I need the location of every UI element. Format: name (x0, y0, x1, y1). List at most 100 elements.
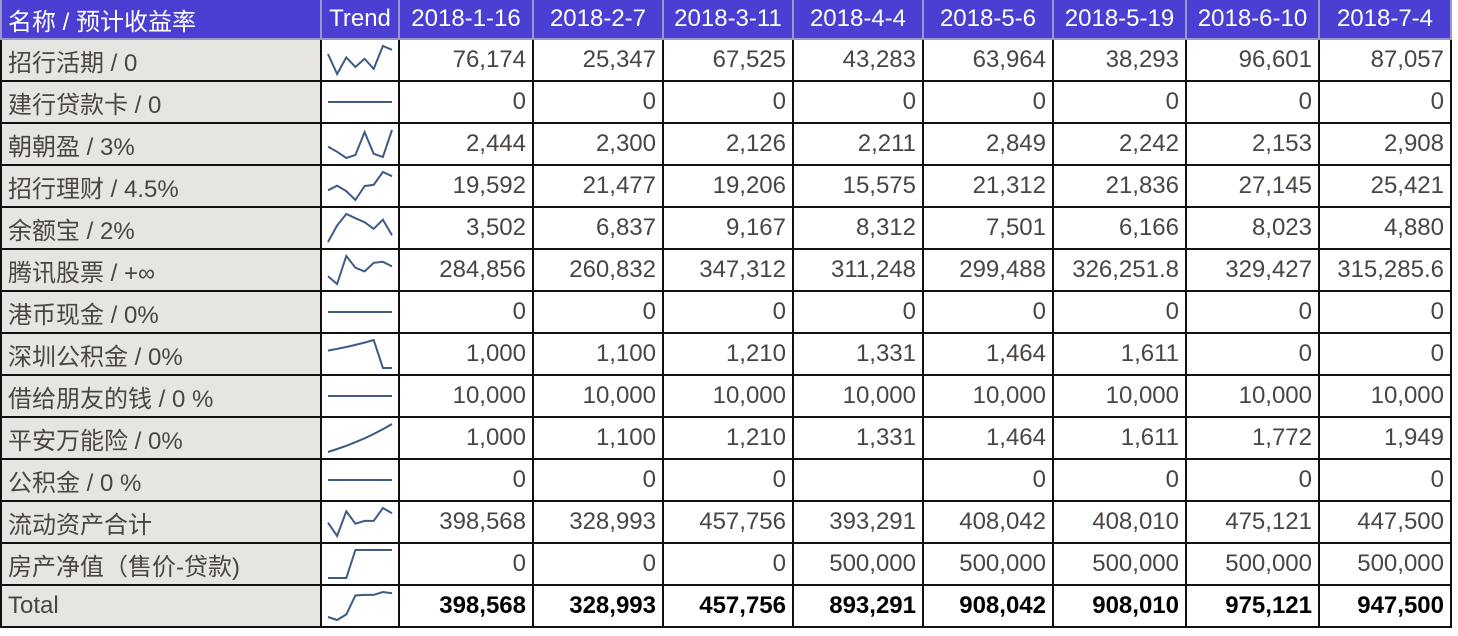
header-date[interactable]: 2018-7-4 (1318, 0, 1452, 40)
value-cell[interactable]: 2,126 (662, 122, 794, 166)
value-cell[interactable]: 1,210 (662, 332, 794, 376)
value-cell[interactable]: 2,444 (398, 122, 534, 166)
value-cell[interactable]: 0 (1318, 80, 1452, 124)
value-cell[interactable]: 9,167 (662, 206, 794, 250)
trend-sparkline-cell[interactable] (320, 38, 400, 82)
value-cell[interactable]: 0 (1318, 332, 1452, 376)
value-cell[interactable]: 7,501 (922, 206, 1054, 250)
value-cell[interactable]: 0 (1318, 290, 1452, 334)
trend-sparkline-cell[interactable] (320, 416, 400, 460)
value-cell[interactable] (792, 458, 924, 502)
value-cell[interactable]: 10,000 (1052, 374, 1187, 418)
header-date[interactable]: 2018-5-6 (922, 0, 1054, 40)
header-name[interactable]: 名称 / 预计收益率 (0, 0, 322, 40)
value-cell[interactable]: 0 (792, 290, 924, 334)
header-date[interactable]: 2018-1-16 (398, 0, 534, 40)
value-cell[interactable]: 0 (662, 542, 794, 586)
value-cell[interactable]: 21,312 (922, 164, 1054, 208)
value-cell[interactable]: 0 (1185, 332, 1320, 376)
trend-sparkline-cell[interactable] (320, 542, 400, 586)
value-cell[interactable]: 0 (922, 458, 1054, 502)
trend-sparkline-cell[interactable] (320, 458, 400, 502)
value-cell[interactable]: 408,042 (922, 500, 1054, 544)
value-cell[interactable]: 0 (398, 80, 534, 124)
value-cell[interactable]: 947,500 (1318, 584, 1452, 628)
value-cell[interactable]: 328,993 (532, 584, 664, 628)
value-cell[interactable]: 0 (1318, 458, 1452, 502)
value-cell[interactable]: 8,023 (1185, 206, 1320, 250)
header-date[interactable]: 2018-3-11 (662, 0, 794, 40)
value-cell[interactable]: 0 (662, 290, 794, 334)
row-name[interactable]: 港币现金 / 0% (0, 290, 322, 334)
trend-sparkline-cell[interactable] (320, 122, 400, 166)
value-cell[interactable]: 10,000 (792, 374, 924, 418)
value-cell[interactable]: 76,174 (398, 38, 534, 82)
row-name[interactable]: 招行活期 / 0 (0, 38, 322, 82)
trend-sparkline-cell[interactable] (320, 332, 400, 376)
value-cell[interactable]: 1,772 (1185, 416, 1320, 460)
value-cell[interactable]: 500,000 (922, 542, 1054, 586)
trend-sparkline-cell[interactable] (320, 206, 400, 250)
row-name[interactable]: 招行理财 / 4.5% (0, 164, 322, 208)
value-cell[interactable]: 0 (1185, 458, 1320, 502)
value-cell[interactable]: 38,293 (1052, 38, 1187, 82)
value-cell[interactable]: 1,611 (1052, 416, 1187, 460)
trend-sparkline-cell[interactable] (320, 500, 400, 544)
value-cell[interactable]: 284,856 (398, 248, 534, 292)
header-date[interactable]: 2018-6-10 (1185, 0, 1320, 40)
value-cell[interactable]: 67,525 (662, 38, 794, 82)
row-name[interactable]: 腾讯股票 / +∞ (0, 248, 322, 292)
value-cell[interactable]: 10,000 (398, 374, 534, 418)
value-cell[interactable]: 10,000 (662, 374, 794, 418)
value-cell[interactable]: 10,000 (1318, 374, 1452, 418)
value-cell[interactable]: 27,145 (1185, 164, 1320, 208)
value-cell[interactable]: 0 (398, 542, 534, 586)
value-cell[interactable]: 447,500 (1318, 500, 1452, 544)
value-cell[interactable]: 1,611 (1052, 332, 1187, 376)
value-cell[interactable]: 2,153 (1185, 122, 1320, 166)
value-cell[interactable]: 1,464 (922, 332, 1054, 376)
header-date[interactable]: 2018-4-4 (792, 0, 924, 40)
value-cell[interactable]: 975,121 (1185, 584, 1320, 628)
value-cell[interactable]: 3,502 (398, 206, 534, 250)
value-cell[interactable]: 0 (532, 80, 664, 124)
value-cell[interactable]: 8,312 (792, 206, 924, 250)
value-cell[interactable]: 4,880 (1318, 206, 1452, 250)
value-cell[interactable]: 1,100 (532, 332, 664, 376)
value-cell[interactable]: 0 (532, 290, 664, 334)
value-cell[interactable]: 0 (922, 290, 1054, 334)
trend-sparkline-cell[interactable] (320, 248, 400, 292)
value-cell[interactable]: 1,100 (532, 416, 664, 460)
value-cell[interactable]: 2,849 (922, 122, 1054, 166)
value-cell[interactable]: 315,285.6 (1318, 248, 1452, 292)
value-cell[interactable]: 21,477 (532, 164, 664, 208)
value-cell[interactable]: 1,210 (662, 416, 794, 460)
value-cell[interactable]: 457,756 (662, 584, 794, 628)
value-cell[interactable]: 0 (1052, 80, 1187, 124)
value-cell[interactable]: 0 (398, 290, 534, 334)
value-cell[interactable]: 2,211 (792, 122, 924, 166)
row-name[interactable]: 房产净值（售价-贷款) (0, 542, 322, 586)
row-name[interactable]: 建行贷款卡 / 0 (0, 80, 322, 124)
value-cell[interactable]: 1,000 (398, 416, 534, 460)
value-cell[interactable]: 1,464 (922, 416, 1054, 460)
header-date[interactable]: 2018-5-19 (1052, 0, 1187, 40)
trend-sparkline-cell[interactable] (320, 290, 400, 334)
value-cell[interactable]: 0 (532, 458, 664, 502)
value-cell[interactable]: 326,251.8 (1052, 248, 1187, 292)
value-cell[interactable]: 6,837 (532, 206, 664, 250)
value-cell[interactable]: 347,312 (662, 248, 794, 292)
value-cell[interactable]: 96,601 (1185, 38, 1320, 82)
value-cell[interactable]: 0 (1052, 290, 1187, 334)
value-cell[interactable]: 398,568 (398, 500, 534, 544)
value-cell[interactable]: 6,166 (1052, 206, 1187, 250)
value-cell[interactable]: 25,421 (1318, 164, 1452, 208)
value-cell[interactable]: 87,057 (1318, 38, 1452, 82)
value-cell[interactable]: 63,964 (922, 38, 1054, 82)
value-cell[interactable]: 19,206 (662, 164, 794, 208)
value-cell[interactable]: 893,291 (792, 584, 924, 628)
value-cell[interactable]: 311,248 (792, 248, 924, 292)
value-cell[interactable]: 0 (1052, 458, 1187, 502)
row-name[interactable]: 公积金 / 0 % (0, 458, 322, 502)
value-cell[interactable]: 398,568 (398, 584, 534, 628)
